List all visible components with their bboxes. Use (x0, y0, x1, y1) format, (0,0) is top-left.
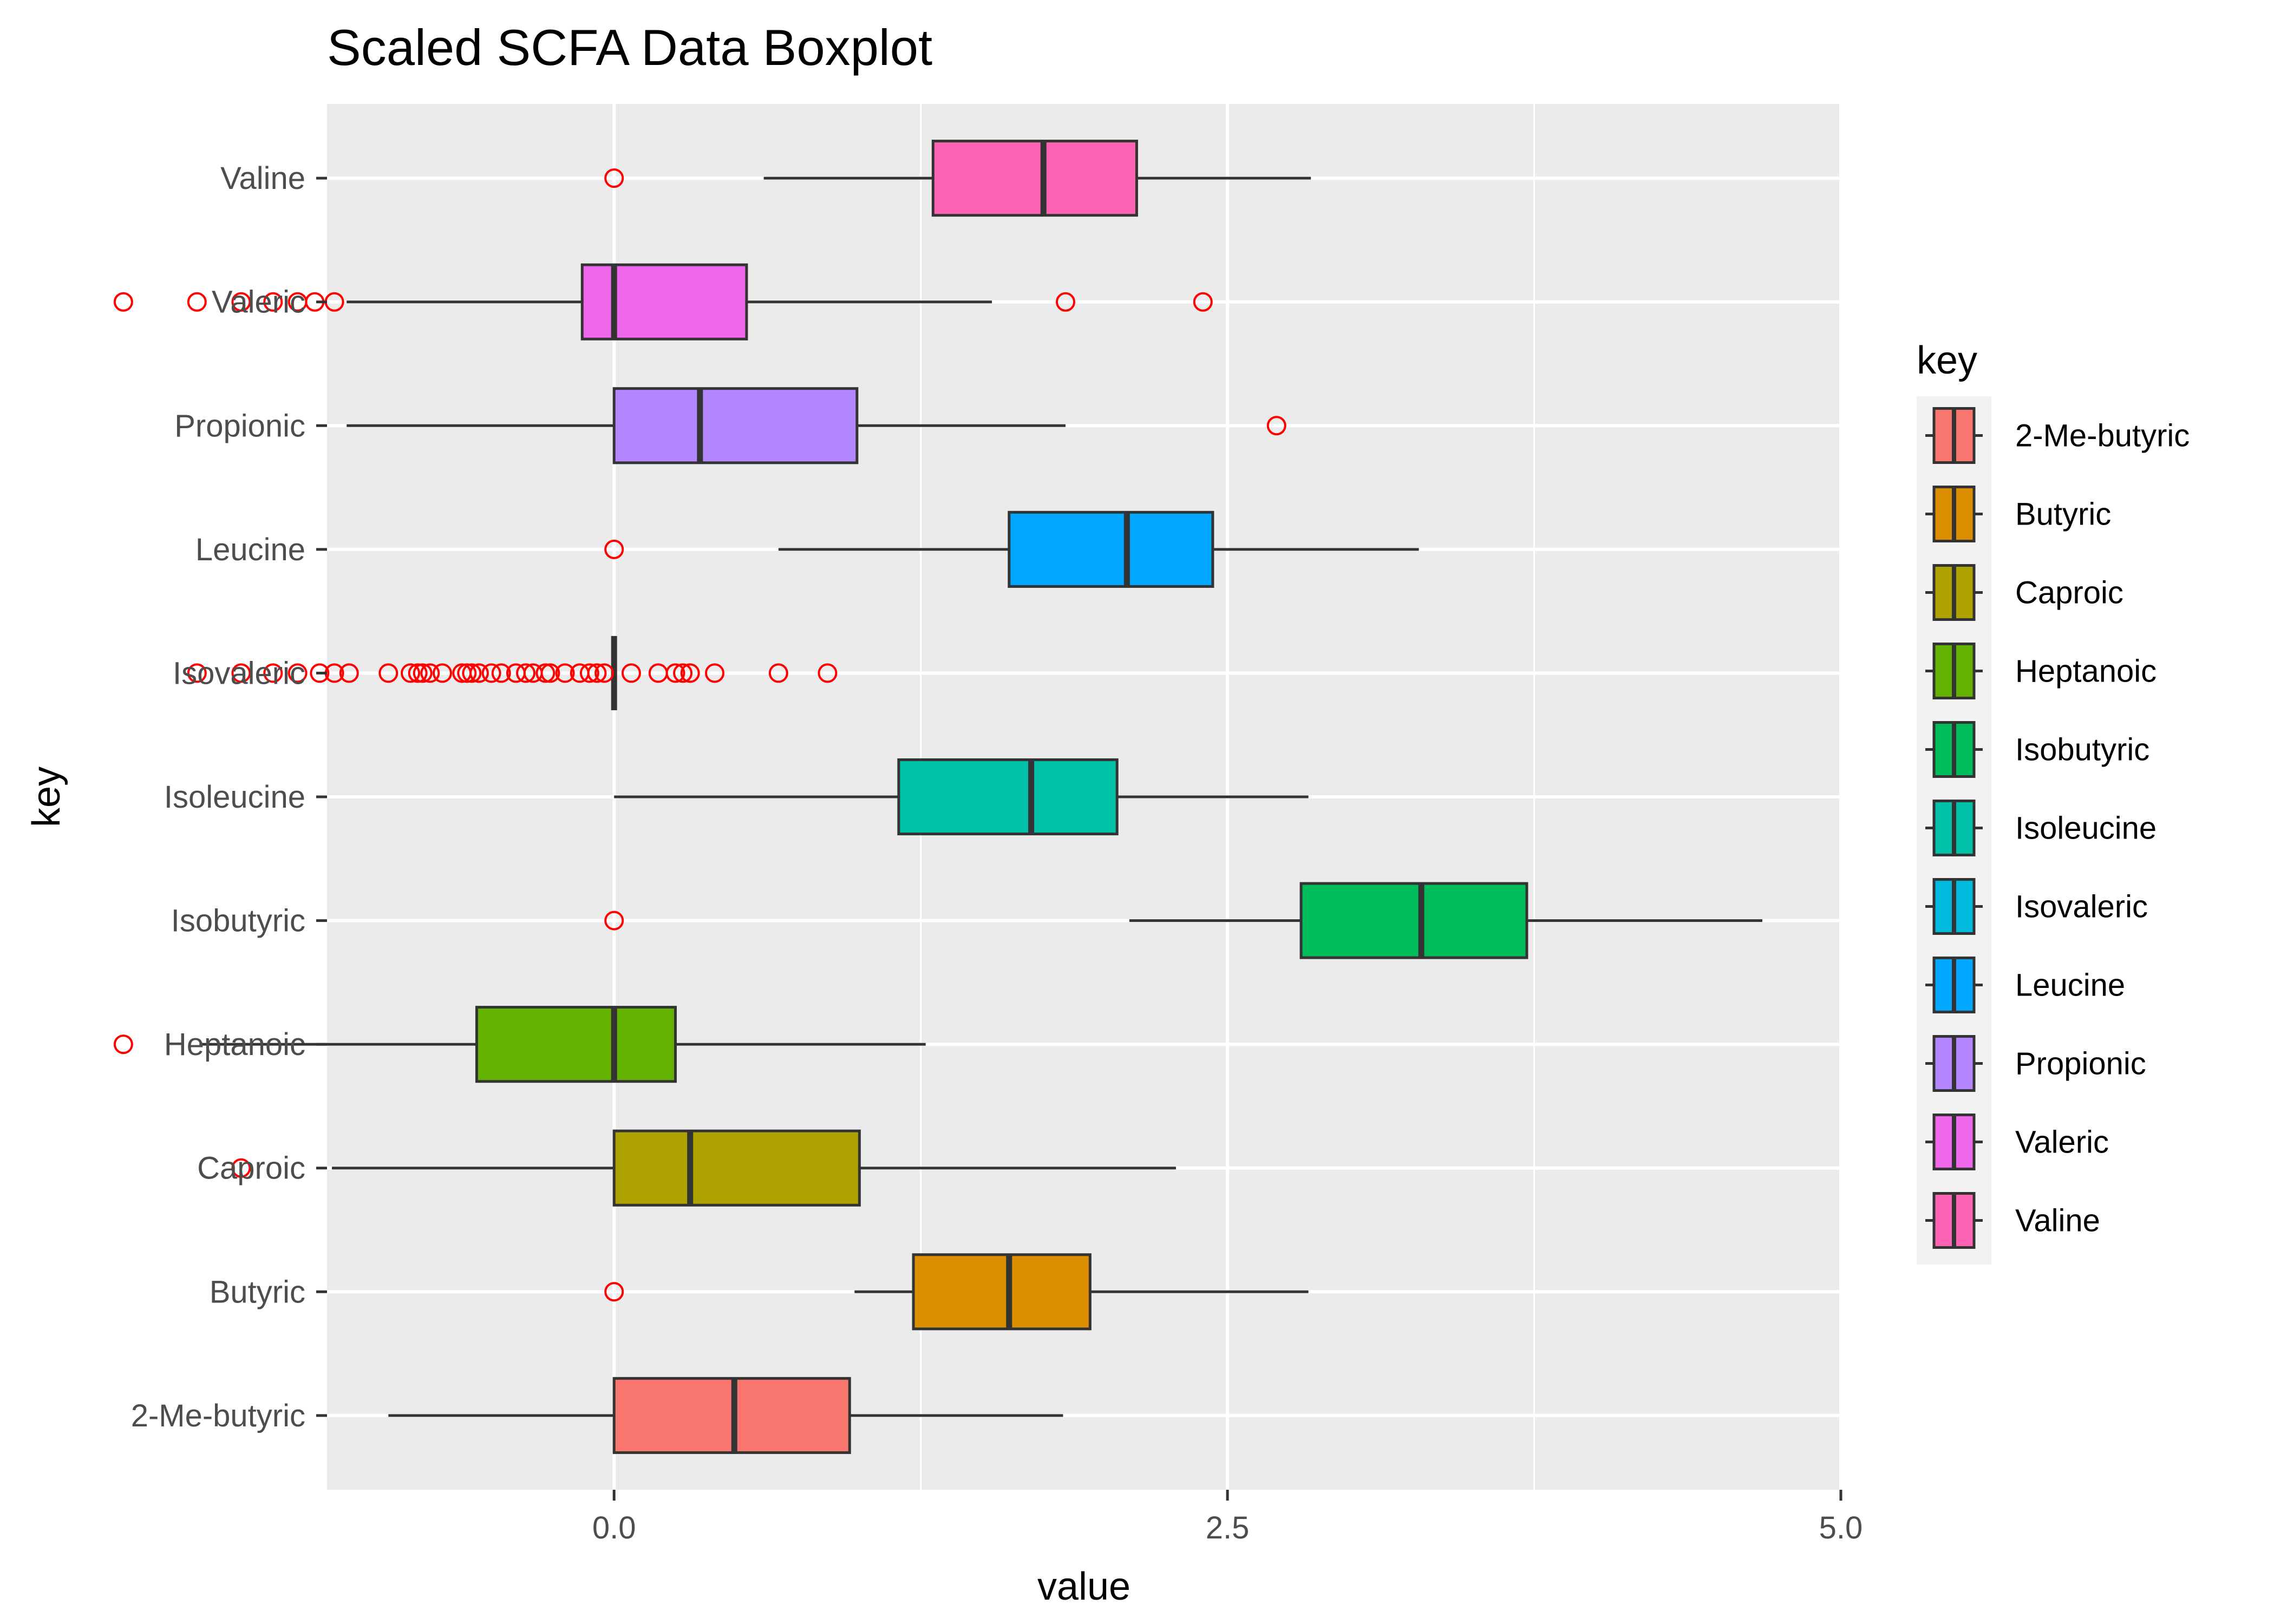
outlier-point (604, 539, 624, 559)
outlier-point (187, 663, 207, 683)
x-tick-label: 5.0 (1819, 1510, 1863, 1546)
x-axis-title: value (1037, 1565, 1131, 1608)
outlier-point (768, 663, 788, 683)
box-leucine (1008, 510, 1214, 588)
outlier-point (516, 663, 536, 683)
outlier-point (263, 663, 283, 683)
y-axis-title: key (25, 767, 68, 827)
outlier-point (462, 663, 482, 683)
outlier-point (540, 663, 560, 683)
box-butyric (912, 1253, 1092, 1331)
box-propionic (612, 387, 859, 464)
legend-label: Caproic (2015, 575, 2123, 611)
legend-label: Butyric (2015, 497, 2111, 532)
outlier-point (378, 663, 398, 683)
box-heptanoic (475, 1006, 677, 1083)
x-tick-label: 2.5 (1206, 1510, 1250, 1546)
outliers-layer (113, 168, 1286, 1302)
outlier-point (680, 663, 700, 683)
outlier-point (621, 663, 641, 683)
outlier-point (420, 663, 440, 683)
legend-items: 2-Me-butyric Butyric Caproic Heptanoic Isobu… (1925, 407, 2190, 1249)
y-tick-label: Butyric (210, 1274, 305, 1309)
outlier-point (231, 292, 251, 312)
outlier-point (113, 292, 133, 312)
box-valeric (580, 263, 748, 340)
y-tick-label: Isovaleric (173, 656, 305, 691)
legend-label: Valeric (2015, 1125, 2109, 1160)
outlier-point (535, 663, 556, 683)
legend-label: 2-Me-butyric (2015, 418, 2190, 454)
boxes-layer (199, 140, 1762, 1454)
y-tick-label: 2-Me-butyric (131, 1398, 305, 1433)
outlier-point (469, 663, 489, 683)
outlier-point (1193, 292, 1213, 312)
y-tick-label: Leucine (195, 532, 305, 567)
outlier-point (604, 1282, 624, 1302)
outlier-point (231, 1158, 251, 1178)
outlier-point (263, 292, 283, 312)
outlier-point (673, 663, 693, 683)
y-tick-label: Valeric (212, 285, 305, 320)
legend-label: Heptanoic (2015, 654, 2157, 689)
outlier-point (1266, 416, 1286, 436)
outlier-point (665, 663, 685, 683)
box-caproic (612, 1129, 861, 1207)
legend-label: Propionic (2015, 1046, 2146, 1082)
legend-label: Isoleucine (2015, 811, 2157, 846)
x-tick-label: 0.0 (592, 1510, 636, 1546)
y-tick-label: Heptanoic (164, 1027, 305, 1062)
legend-label: Leucine (2015, 968, 2125, 1003)
y-axis: 2-Me-butyric Butyric Caproic Heptanoic Isobu… (131, 161, 327, 1433)
outlier-point (594, 663, 615, 683)
outlier-point (287, 663, 308, 683)
y-tick-label: Caproic (197, 1151, 305, 1186)
legend-label: Isobutyric (2015, 732, 2149, 768)
outlier-point (401, 663, 421, 683)
y-tick-label: Propionic (174, 408, 305, 443)
outlier-point (604, 168, 624, 188)
outlier-point (187, 292, 207, 312)
chart-title: Scaled SCFA Data Boxplot (327, 19, 932, 76)
box-isobutyric (1299, 882, 1528, 959)
y-tick-label: Isobutyric (171, 903, 305, 939)
outlier-point (408, 663, 428, 683)
outlier-point (339, 663, 359, 683)
outlier-point (604, 911, 624, 931)
outlier-point (704, 663, 724, 683)
box-isoleucine (897, 758, 1119, 836)
legend-label: Isovaleric (2015, 889, 2148, 925)
legend-title: key (1917, 339, 1977, 382)
outlier-point (1056, 292, 1076, 312)
outlier-point (818, 663, 838, 683)
outlier-point (587, 663, 607, 683)
outlier-point (491, 663, 511, 683)
legend-label: Valine (2015, 1203, 2100, 1239)
outlier-point (310, 663, 330, 683)
outlier-point (432, 663, 452, 683)
outlier-point (231, 663, 251, 683)
outlier-point (457, 663, 477, 683)
outlier-point (481, 663, 501, 683)
x-axis: 0.0 2.5 5.0 (592, 1490, 1863, 1546)
outlier-point (413, 663, 433, 683)
legend: key 2-Me-butyric Butyric Caproic Heptanoic I… (1917, 339, 2190, 1265)
box-valine (931, 140, 1138, 217)
outlier-point (113, 1034, 133, 1055)
outlier-point (555, 663, 575, 683)
y-tick-label: Isoleucine (164, 780, 305, 815)
outlier-point (579, 663, 599, 683)
y-tick-label: Valine (220, 161, 305, 196)
